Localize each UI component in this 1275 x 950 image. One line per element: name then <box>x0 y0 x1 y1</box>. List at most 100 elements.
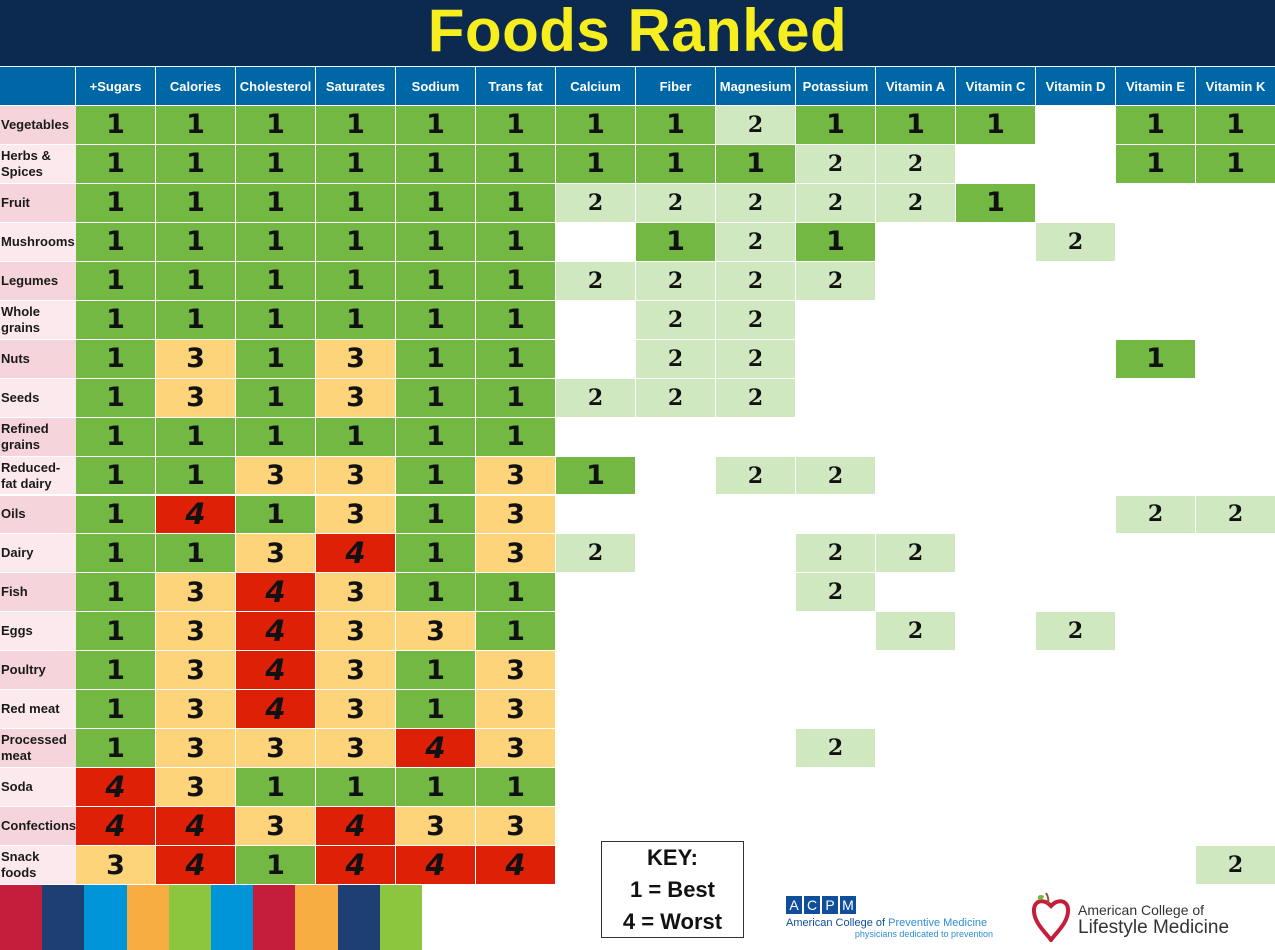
rank-cell: 1 <box>316 106 396 145</box>
row-label: Dairy <box>0 534 76 574</box>
row-label: Processed meat <box>0 729 76 769</box>
rank-cell: 1 <box>76 261 156 301</box>
rank-cell: 2 <box>796 729 876 769</box>
rank-cell: 1 <box>396 417 476 457</box>
column-header: Trans fat <box>476 67 556 105</box>
color-strip-segment <box>84 885 128 950</box>
rank-cell: 3 <box>316 456 396 496</box>
rank-cell: 1 <box>76 651 156 691</box>
rank-cell: 2 <box>796 261 876 301</box>
rank-cell: 3 <box>316 612 396 652</box>
rank-cell: 1 <box>156 106 236 145</box>
rank-cell: 1 <box>556 106 636 145</box>
rank-cell: 2 <box>556 261 636 301</box>
acpm-letter: A <box>786 896 802 914</box>
color-strip-segment <box>337 885 381 950</box>
apple-heart-icon <box>1031 892 1071 942</box>
rank-cell: 3 <box>316 690 396 730</box>
acpm-name-highlight: Preventive Medicine <box>888 917 988 929</box>
rank-cell: 1 <box>236 846 316 885</box>
rank-cell: 1 <box>476 612 556 652</box>
rank-cell: 1 <box>156 222 236 262</box>
rank-cell: 1 <box>156 456 236 496</box>
rank-cell: 2 <box>876 144 956 184</box>
rank-cell: 1 <box>76 690 156 730</box>
aclm-logo: American College of Lifestyle Medicine <box>1030 890 1275 946</box>
page-title: Foods Ranked <box>427 0 848 64</box>
row-label: Poultry <box>0 651 76 691</box>
rank-cell: 2 <box>636 339 716 379</box>
rank-cell: 1 <box>396 534 476 574</box>
rank-cell: 2 <box>636 300 716 340</box>
rank-cell: 1 <box>476 573 556 613</box>
rank-cell: 3 <box>396 807 476 847</box>
rank-cell: 1 <box>76 417 156 457</box>
rank-cell: 2 <box>716 183 796 223</box>
column-header: Vitamin D <box>1036 67 1116 105</box>
rank-cell: 1 <box>76 456 156 496</box>
rank-cell: 1 <box>76 183 156 223</box>
rank-cell: 2 <box>556 534 636 574</box>
rank-cell: 1 <box>876 106 956 145</box>
rank-cell: 2 <box>796 534 876 574</box>
rank-cell: 1 <box>236 183 316 223</box>
rank-cell: 4 <box>76 768 156 808</box>
rank-cell: 3 <box>476 534 556 574</box>
rank-cell: 1 <box>636 144 716 184</box>
rank-cell: 1 <box>156 261 236 301</box>
column-header: Vitamin A <box>876 67 956 105</box>
rank-cell: 3 <box>396 612 476 652</box>
color-strip-segment <box>0 885 43 950</box>
key-best: 1 = Best <box>630 877 715 902</box>
rank-cell: 1 <box>156 183 236 223</box>
rank-cell: 1 <box>236 222 316 262</box>
rank-cell: 1 <box>476 183 556 223</box>
rank-cell: 1 <box>1116 144 1196 184</box>
color-strip-segment <box>253 885 296 950</box>
rank-cell: 1 <box>396 456 476 496</box>
acpm-name-prefix: American College of <box>786 917 889 929</box>
rank-cell: 2 <box>716 378 796 418</box>
color-strip-segment <box>168 885 212 950</box>
row-label: Refined grains <box>0 417 76 457</box>
color-strip-segment <box>126 885 170 950</box>
rank-cell: 1 <box>236 106 316 145</box>
rank-cell: 1 <box>796 222 876 262</box>
rank-cell: 3 <box>76 846 156 885</box>
rank-cell: 3 <box>156 651 236 691</box>
color-strip-segment <box>211 885 254 950</box>
rank-cell: 1 <box>1196 144 1275 184</box>
row-label: Oils <box>0 495 76 535</box>
rank-cell: 3 <box>476 495 556 535</box>
rank-cell: 1 <box>716 144 796 184</box>
title-bar <box>0 0 1275 66</box>
rank-cell: 1 <box>476 144 556 184</box>
rank-cell: 1 <box>476 768 556 808</box>
rank-cell: 1 <box>556 144 636 184</box>
rank-cell: 3 <box>316 339 396 379</box>
rank-cell: 1 <box>396 222 476 262</box>
aclm-line2: Lifestyle Medicine <box>1078 917 1230 938</box>
rank-cell: 3 <box>316 729 396 769</box>
rank-cell: 1 <box>396 261 476 301</box>
rank-cell: 2 <box>876 534 956 574</box>
rank-cell: 3 <box>236 729 316 769</box>
column-header: Saturates <box>316 67 396 105</box>
rank-cell: 1 <box>76 729 156 769</box>
rank-cell: 1 <box>636 222 716 262</box>
rank-cell: 4 <box>76 807 156 847</box>
rank-cell: 2 <box>1116 495 1196 535</box>
rank-cell: 4 <box>236 612 316 652</box>
rank-cell: 3 <box>476 456 556 496</box>
rank-cell: 2 <box>796 573 876 613</box>
rank-cell: 1 <box>316 300 396 340</box>
rank-cell: 1 <box>76 534 156 574</box>
rank-cell: 1 <box>1116 339 1196 379</box>
rank-cell: 2 <box>716 300 796 340</box>
column-header: Magnesium <box>716 67 796 105</box>
rank-cell: 2 <box>556 378 636 418</box>
rank-cell: 2 <box>716 261 796 301</box>
rank-cell: 3 <box>156 690 236 730</box>
rank-cell: 4 <box>316 846 396 885</box>
